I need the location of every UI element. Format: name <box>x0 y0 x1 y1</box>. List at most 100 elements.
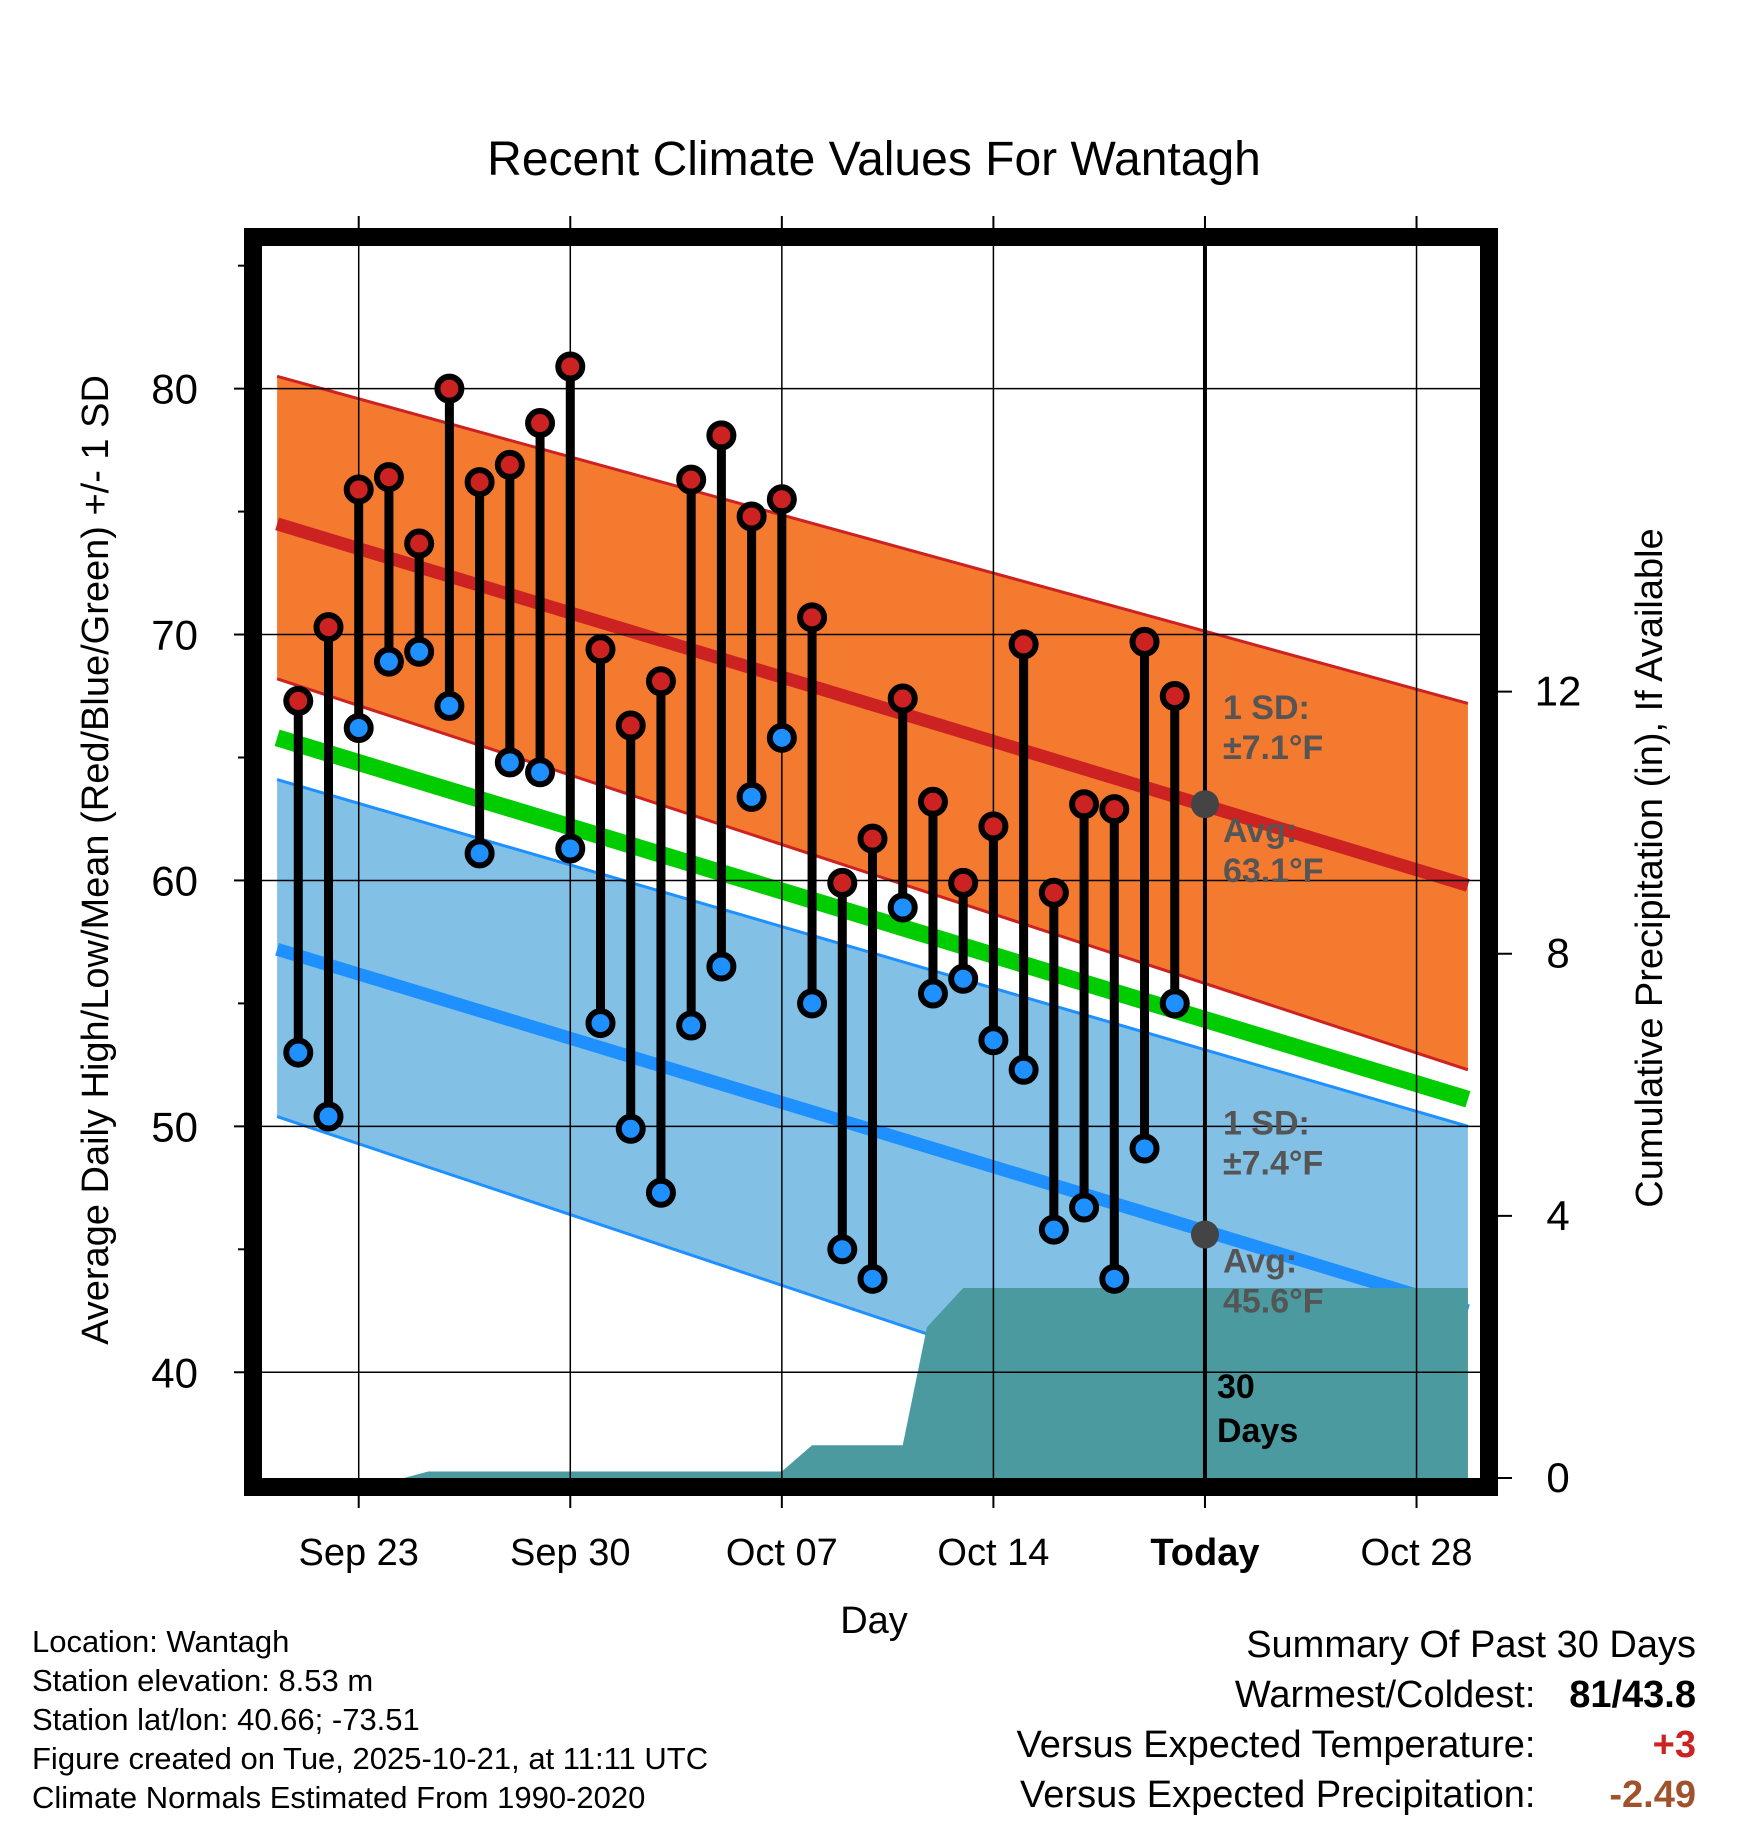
daily-low-point <box>615 1113 646 1144</box>
x-tick-label: Today <box>1150 1532 1259 1574</box>
daily-high-point <box>917 786 948 817</box>
daily-low-point <box>464 838 495 869</box>
today-high-avg-marker <box>1190 790 1219 819</box>
daily-low-point <box>1099 1263 1130 1294</box>
summary-precip-row: Versus Expected Precipitation: -2.49 <box>1017 1770 1696 1820</box>
x-tick-label: Oct 28 <box>1361 1532 1473 1574</box>
daily-low-point <box>857 1263 888 1294</box>
y2-axis-label-group: Cumulative Precipitation (in), If Availa… <box>1629 528 1671 1207</box>
y-axis-label: Average Daily High/Low/Mean (Red/Blue/Gr… <box>75 375 117 1345</box>
low-sd-value: ±7.4°F <box>1223 1145 1323 1183</box>
summary-panel: Summary Of Past 30 Days Warmest/Coldest:… <box>1017 1620 1696 1820</box>
daily-low-point <box>1069 1192 1100 1223</box>
high-sd-band-upper-edge <box>276 374 1469 705</box>
daily-low-point <box>525 757 556 788</box>
x-tick-label: Sep 30 <box>510 1532 630 1574</box>
high-sd-label: 1 SD: <box>1223 689 1310 727</box>
daily-high-point <box>736 501 767 532</box>
daily-high-point <box>978 811 1009 842</box>
daily-high-point <box>948 867 979 898</box>
daily-high-point <box>857 823 888 854</box>
y-tick-label: 50 <box>151 1103 198 1150</box>
created-text: Figure created on Tue, 2025-10-21, at 11… <box>32 1741 709 1776</box>
daily-low-point <box>797 988 828 1019</box>
daily-high-point <box>1069 789 1100 820</box>
daily-high-point <box>585 634 616 665</box>
daily-high-point <box>1099 794 1130 825</box>
warmest-value: 81 <box>1569 1674 1612 1716</box>
y-tick-label: 80 <box>151 366 198 413</box>
normals-text: Climate Normals Estimated From 1990-2020 <box>32 1780 646 1815</box>
period-label-number: 30 <box>1217 1368 1255 1406</box>
precip-area <box>277 1287 1468 1478</box>
elevation-text: Station elevation: 8.53 m <box>32 1663 374 1698</box>
low-sd-label: 1 SD: <box>1223 1105 1310 1143</box>
daily-low-point <box>917 978 948 1009</box>
daily-high-point <box>373 462 404 493</box>
high-avg-value: 63.1°F <box>1223 852 1324 890</box>
x-tick-label: Oct 07 <box>726 1532 838 1574</box>
daily-high-point <box>887 683 918 714</box>
daily-high-point <box>404 528 435 559</box>
daily-high-point <box>525 408 556 439</box>
latlon-text: Station lat/lon: 40.66; -73.51 <box>32 1702 420 1737</box>
warm-cold-separator: / <box>1611 1674 1623 1716</box>
low-avg-label: Avg: <box>1223 1243 1297 1281</box>
x-tick-label: Oct 14 <box>937 1532 1049 1574</box>
daily-high-point <box>766 484 797 515</box>
daily-low-point <box>887 892 918 923</box>
y2-tick-label: 12 <box>1535 668 1582 715</box>
daily-low-point <box>434 690 465 721</box>
high-avg-label: Avg: <box>1223 812 1297 850</box>
period-label-unit: Days <box>1217 1412 1298 1450</box>
daily-high-point <box>1038 877 1069 908</box>
daily-low-point <box>676 1010 707 1041</box>
y2-tick-label: 8 <box>1546 930 1569 977</box>
daily-low-point <box>1008 1054 1039 1085</box>
precip-value: -2.49 <box>1609 1774 1696 1816</box>
daily-low-point <box>645 1177 676 1208</box>
summary-title: Summary Of Past 30 Days <box>1246 1624 1696 1666</box>
daily-high-point <box>313 612 344 643</box>
daily-low-point <box>494 747 525 778</box>
station-info: Location: Wantagh Station elevation: 8.5… <box>32 1622 708 1817</box>
daily-high-point <box>343 474 374 505</box>
daily-low-point <box>1129 1133 1160 1164</box>
daily-high-point <box>827 867 858 898</box>
temp-value: +3 <box>1652 1724 1696 1766</box>
daily-high-point <box>1129 626 1160 657</box>
precip-label: Versus Expected Precipitation: <box>1020 1774 1536 1816</box>
daily-high-point <box>283 685 314 716</box>
daily-low-point <box>948 963 979 994</box>
daily-low-point <box>736 781 767 812</box>
daily-low-point <box>585 1008 616 1039</box>
y-axis-label-group: Average Daily High/Low/Mean (Red/Blue/Gr… <box>75 375 117 1345</box>
daily-low-point <box>766 722 797 753</box>
x-axis-label: Day <box>840 1600 908 1642</box>
high-sd-value: ±7.1°F <box>1223 729 1323 767</box>
daily-low-point <box>343 712 374 743</box>
coldest-value: 43.8 <box>1622 1674 1696 1716</box>
daily-low-point <box>1159 988 1190 1019</box>
low-avg-value: 45.6°F <box>1223 1283 1324 1321</box>
daily-high-point <box>434 373 465 404</box>
daily-high-point <box>464 467 495 498</box>
y2-tick-label: 4 <box>1546 1192 1569 1239</box>
y-tick-label: 60 <box>151 857 198 904</box>
y2-tick-label: 0 <box>1546 1454 1569 1501</box>
x-tick-label: Sep 23 <box>298 1532 418 1574</box>
daily-low-point <box>1038 1214 1069 1245</box>
warm-cold-value: 81/43.8 <box>1546 1670 1696 1720</box>
location-text: Location: Wantagh <box>32 1624 290 1659</box>
daily-high-point <box>797 602 828 633</box>
daily-high-point <box>494 449 525 480</box>
daily-low-point <box>978 1025 1009 1056</box>
summary-warm-cold-row: Warmest/Coldest: 81/43.8 <box>1017 1670 1696 1720</box>
daily-high-point <box>645 666 676 697</box>
daily-low-point <box>283 1037 314 1068</box>
daily-low-point <box>373 646 404 677</box>
y-tick-label: 40 <box>151 1349 198 1396</box>
daily-low-point <box>827 1234 858 1265</box>
